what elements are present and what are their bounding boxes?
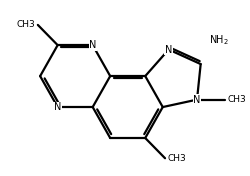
Text: CH3: CH3 bbox=[228, 95, 246, 104]
Text: N: N bbox=[54, 102, 61, 112]
Text: CH3: CH3 bbox=[17, 20, 36, 29]
Text: N: N bbox=[165, 45, 172, 55]
Text: N: N bbox=[193, 95, 201, 105]
Text: NH$_2$: NH$_2$ bbox=[209, 33, 229, 47]
Text: N: N bbox=[89, 40, 96, 50]
Text: CH3: CH3 bbox=[168, 154, 186, 163]
